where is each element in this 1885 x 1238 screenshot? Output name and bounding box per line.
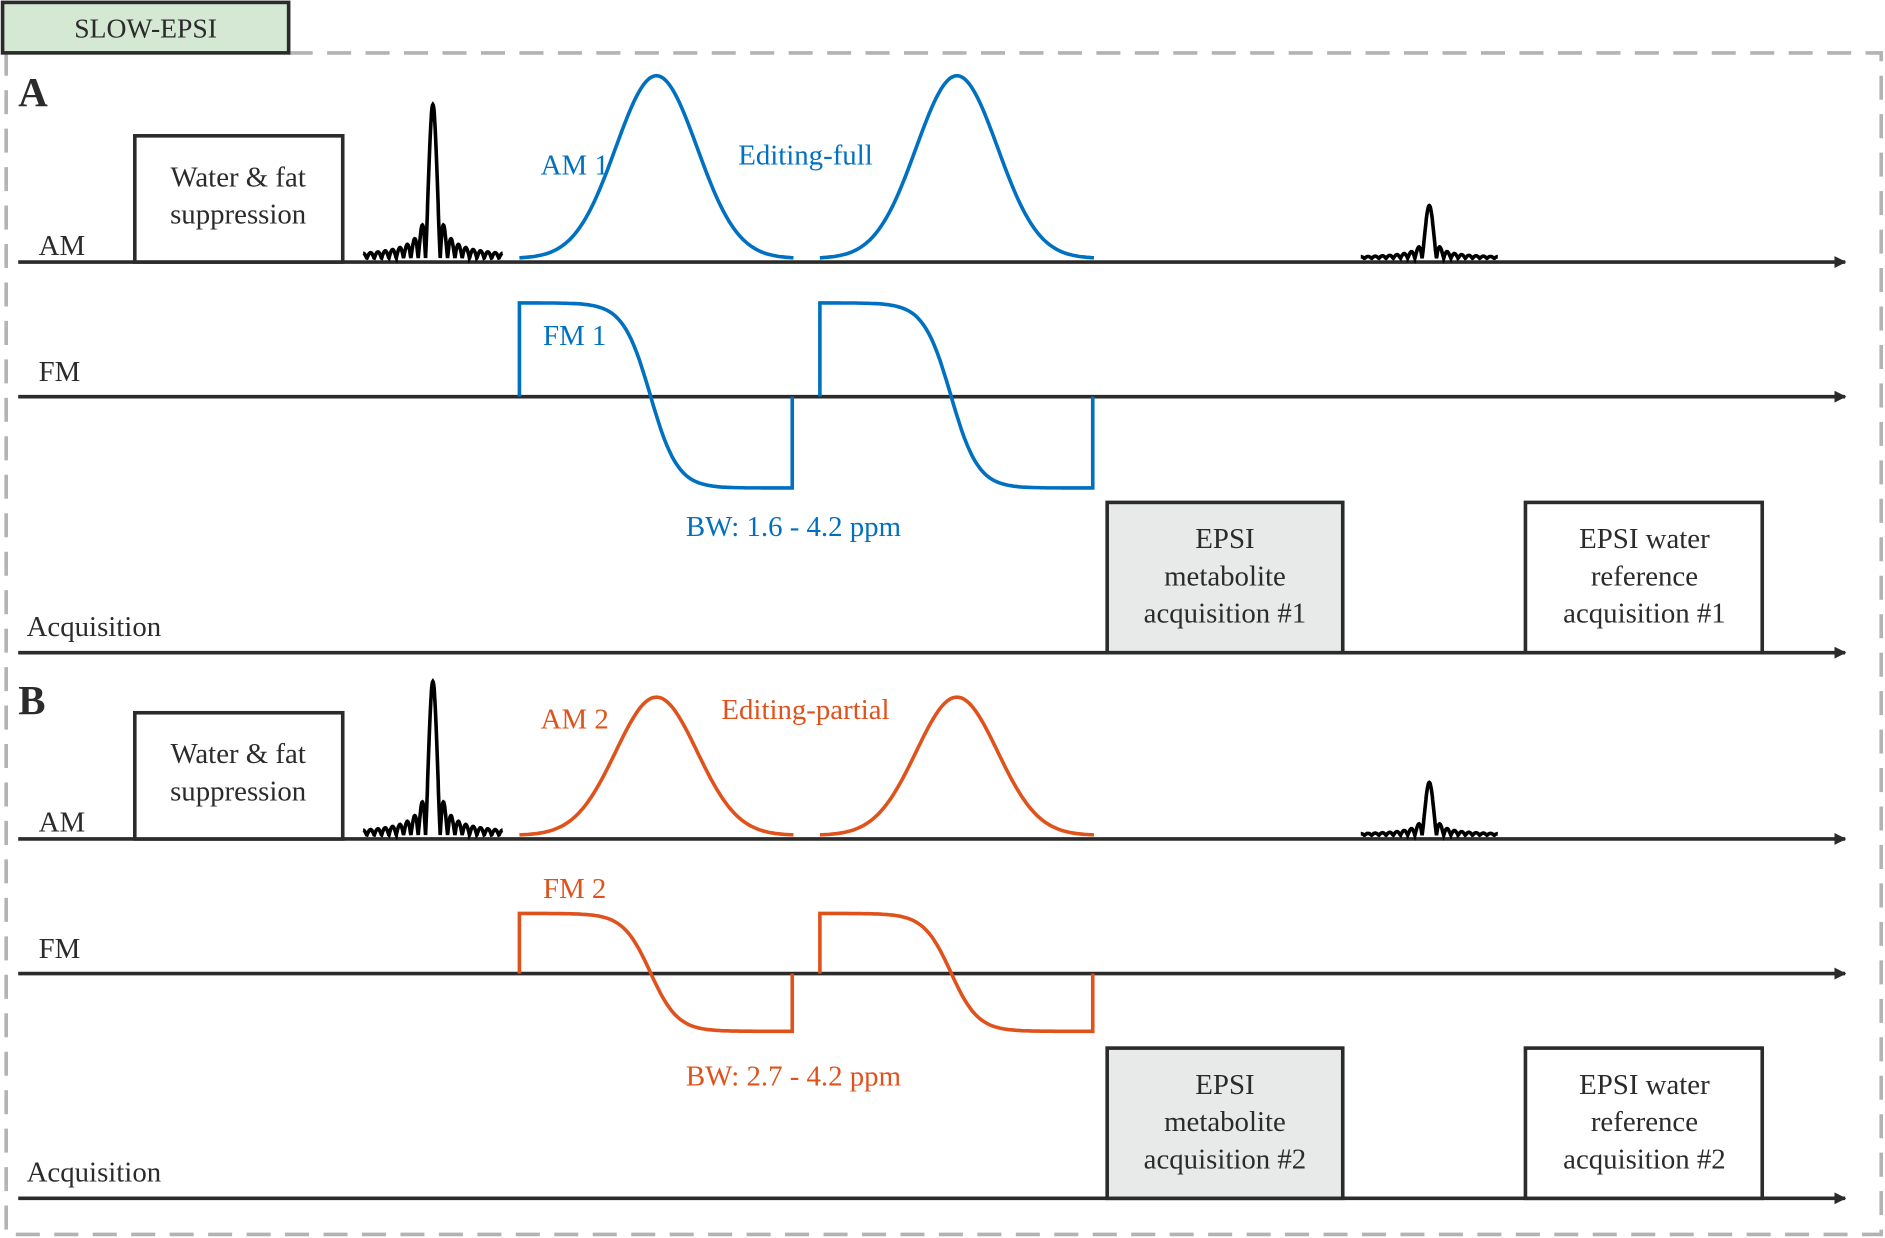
panel-a: A AM FM Acquisition Water & fat suppression AM… [18, 70, 1847, 659]
editing-pulse-1-am [519, 695, 794, 837]
editing-pulse-2-fm [818, 301, 1095, 490]
dashed-border [4, 51, 1884, 1237]
fm-row-label: FM [39, 933, 81, 965]
water-reference-sinc-pulse [1360, 203, 1499, 265]
editing-pulse-2-am [819, 73, 1095, 260]
metabolite-box-text: EPSI [1195, 1069, 1254, 1101]
metabolite-box-text: metabolite [1164, 1106, 1286, 1138]
water-box-text: acquisition #2 [1563, 1143, 1726, 1175]
water-reference-sinc-pulse [1360, 780, 1499, 842]
editing-pulse-1-am [519, 73, 794, 260]
fm-pulse-label: FM 1 [543, 320, 606, 352]
suppression-box [132, 134, 345, 264]
water-box-text: reference [1591, 1106, 1698, 1138]
bandwidth-label: BW: 2.7 - 4.2 ppm [686, 1060, 901, 1092]
am-pulse-label: AM 1 [541, 149, 609, 181]
metabolite-box-text: acquisition #1 [1144, 598, 1307, 630]
excitation-sinc-pulse [362, 677, 504, 841]
fm-pulse-label: FM 2 [543, 873, 606, 905]
editing-mode-label: Editing-full [738, 140, 873, 172]
am-row-label: AM [39, 230, 85, 262]
acquisition-row-label: Acquisition [27, 1157, 162, 1189]
panel-b: B AM FM Acquisition Water & fat suppression AM… [18, 677, 1847, 1205]
am-row-label: AM [39, 807, 85, 839]
water-box-text: reference [1591, 560, 1698, 592]
excitation-sinc-pulse [362, 101, 504, 264]
metabolite-acquisition-box [1105, 500, 1345, 655]
suppression-box [132, 710, 345, 841]
metabolite-box-text: metabolite [1164, 560, 1286, 592]
suppression-box-text: Water & fat [170, 161, 305, 193]
am-pulse-label: AM 2 [541, 703, 609, 735]
editing-mode-label: Editing-partial [721, 694, 889, 726]
water-reference-acquisition-box [1523, 1046, 1765, 1201]
suppression-box-text: Water & fat [170, 738, 305, 770]
title-tab: SLOW-EPSI [0, 0, 291, 55]
panel-label: A [18, 70, 48, 115]
water-box-text: acquisition #1 [1563, 598, 1726, 630]
editing-pulse-2-am [819, 695, 1095, 837]
water-box-text: EPSI water [1579, 1069, 1710, 1101]
water-reference-acquisition-box [1523, 500, 1765, 655]
metabolite-acquisition-box [1105, 1046, 1345, 1201]
title-text: SLOW-EPSI [74, 12, 217, 43]
suppression-box-text: suppression [170, 199, 306, 231]
metabolite-box-text: acquisition #2 [1144, 1143, 1307, 1175]
metabolite-box-text: EPSI [1195, 523, 1254, 555]
water-box-text: EPSI water [1579, 523, 1710, 555]
editing-pulse-1-fm [517, 911, 795, 1034]
panel-label: B [18, 678, 45, 723]
fm-row-label: FM [39, 356, 81, 388]
editing-pulse-2-fm [818, 911, 1095, 1034]
bandwidth-label: BW: 1.6 - 4.2 ppm [686, 511, 901, 543]
editing-pulse-1-fm [517, 301, 795, 490]
acquisition-row-label: Acquisition [27, 611, 162, 643]
suppression-box-text: suppression [170, 775, 306, 807]
